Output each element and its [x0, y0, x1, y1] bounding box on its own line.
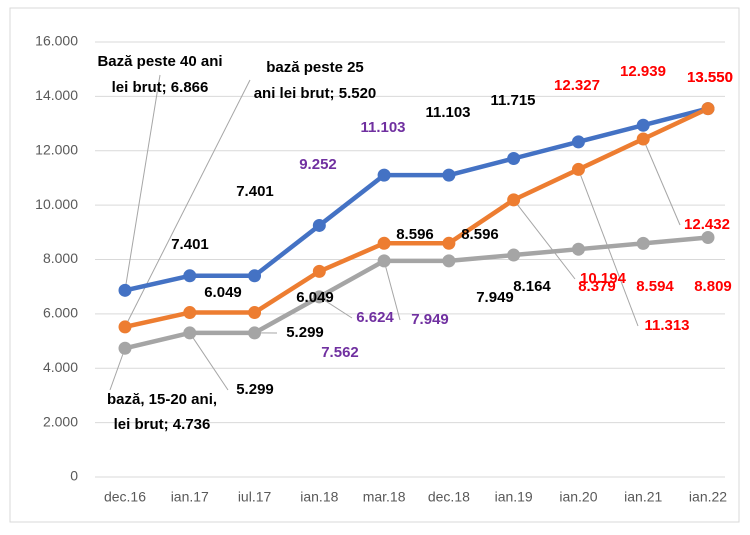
- y-tick-label: 10.000: [35, 196, 78, 212]
- point-marker: [508, 249, 520, 261]
- value-label: 11.103: [360, 119, 405, 136]
- point-marker: [184, 270, 196, 282]
- value-label: 11.313: [644, 317, 689, 334]
- value-label: 9.252: [299, 156, 337, 173]
- point-marker: [508, 194, 520, 206]
- value-label: 7.401: [171, 236, 209, 253]
- y-tick-label: 2.000: [43, 413, 78, 429]
- point-marker: [702, 103, 714, 115]
- point-marker: [443, 255, 455, 267]
- y-tick-label: 16.000: [35, 33, 78, 49]
- value-label: 8.809: [694, 278, 732, 295]
- point-marker: [184, 327, 196, 339]
- x-tick-label: iul.17: [238, 489, 272, 505]
- value-label: 6.049: [204, 284, 242, 301]
- point-marker: [508, 152, 520, 164]
- point-marker: [572, 136, 584, 148]
- point-marker: [637, 133, 649, 145]
- value-label: lei brut; 6.866: [112, 79, 209, 96]
- y-tick-label: 0: [70, 468, 78, 484]
- value-label: 5.299: [286, 324, 324, 341]
- point-marker: [378, 169, 390, 181]
- value-label: 11.715: [490, 92, 535, 109]
- y-tick-label: 8.000: [43, 250, 78, 266]
- x-tick-label: ian.20: [559, 489, 597, 505]
- y-tick-label: 6.000: [43, 305, 78, 321]
- value-label: 7.949: [476, 289, 514, 306]
- point-marker: [119, 321, 131, 333]
- value-label: 13.550: [687, 69, 733, 86]
- value-label: 11.103: [425, 104, 470, 121]
- value-label: 8.594: [636, 278, 674, 295]
- point-marker: [313, 219, 325, 231]
- value-label: 12.327: [554, 77, 600, 94]
- series-name: Bază peste 40 ani: [97, 53, 222, 70]
- value-label: 6.624: [356, 309, 394, 326]
- x-tick-label: dec.16: [104, 489, 146, 505]
- y-tick-label: 12.000: [35, 141, 78, 157]
- point-marker: [184, 307, 196, 319]
- x-tick-label: dec.18: [428, 489, 470, 505]
- point-marker: [572, 243, 584, 255]
- point-marker: [249, 327, 261, 339]
- value-label: ani lei brut; 5.520: [254, 85, 377, 102]
- point-marker: [443, 237, 455, 249]
- series-name: bază, 15-20 ani,: [107, 391, 217, 408]
- y-tick-label: 4.000: [43, 359, 78, 375]
- point-marker: [637, 237, 649, 249]
- value-label: 8.596: [396, 226, 434, 243]
- x-tick-label: mar.18: [363, 489, 406, 505]
- value-label: 7.401: [236, 183, 274, 200]
- point-marker: [443, 169, 455, 181]
- value-label: 6.049: [296, 289, 334, 306]
- point-marker: [378, 255, 390, 267]
- point-marker: [249, 307, 261, 319]
- x-tick-label: ian.19: [495, 489, 533, 505]
- point-marker: [249, 270, 261, 282]
- point-marker: [572, 163, 584, 175]
- value-label: 12.939: [620, 63, 666, 80]
- point-marker: [313, 265, 325, 277]
- value-label: lei brut; 4.736: [114, 416, 211, 433]
- point-marker: [378, 237, 390, 249]
- value-label: 7.949: [411, 311, 449, 328]
- value-label: 5.299: [236, 381, 274, 398]
- value-label: 8.379: [578, 278, 616, 295]
- x-tick-label: ian.18: [300, 489, 338, 505]
- point-marker: [119, 342, 131, 354]
- value-label: 8.596: [461, 226, 499, 243]
- point-marker: [637, 119, 649, 131]
- value-label: 7.562: [321, 344, 359, 361]
- value-label: 8.164: [513, 278, 551, 295]
- point-marker: [119, 284, 131, 296]
- x-tick-label: ian.21: [624, 489, 662, 505]
- series-name: bază peste 25: [266, 59, 364, 76]
- x-tick-label: ian.17: [171, 489, 209, 505]
- x-tick-label: ian.22: [689, 489, 727, 505]
- point-marker: [702, 232, 714, 244]
- y-tick-label: 14.000: [35, 87, 78, 103]
- value-label: 12.432: [684, 216, 730, 233]
